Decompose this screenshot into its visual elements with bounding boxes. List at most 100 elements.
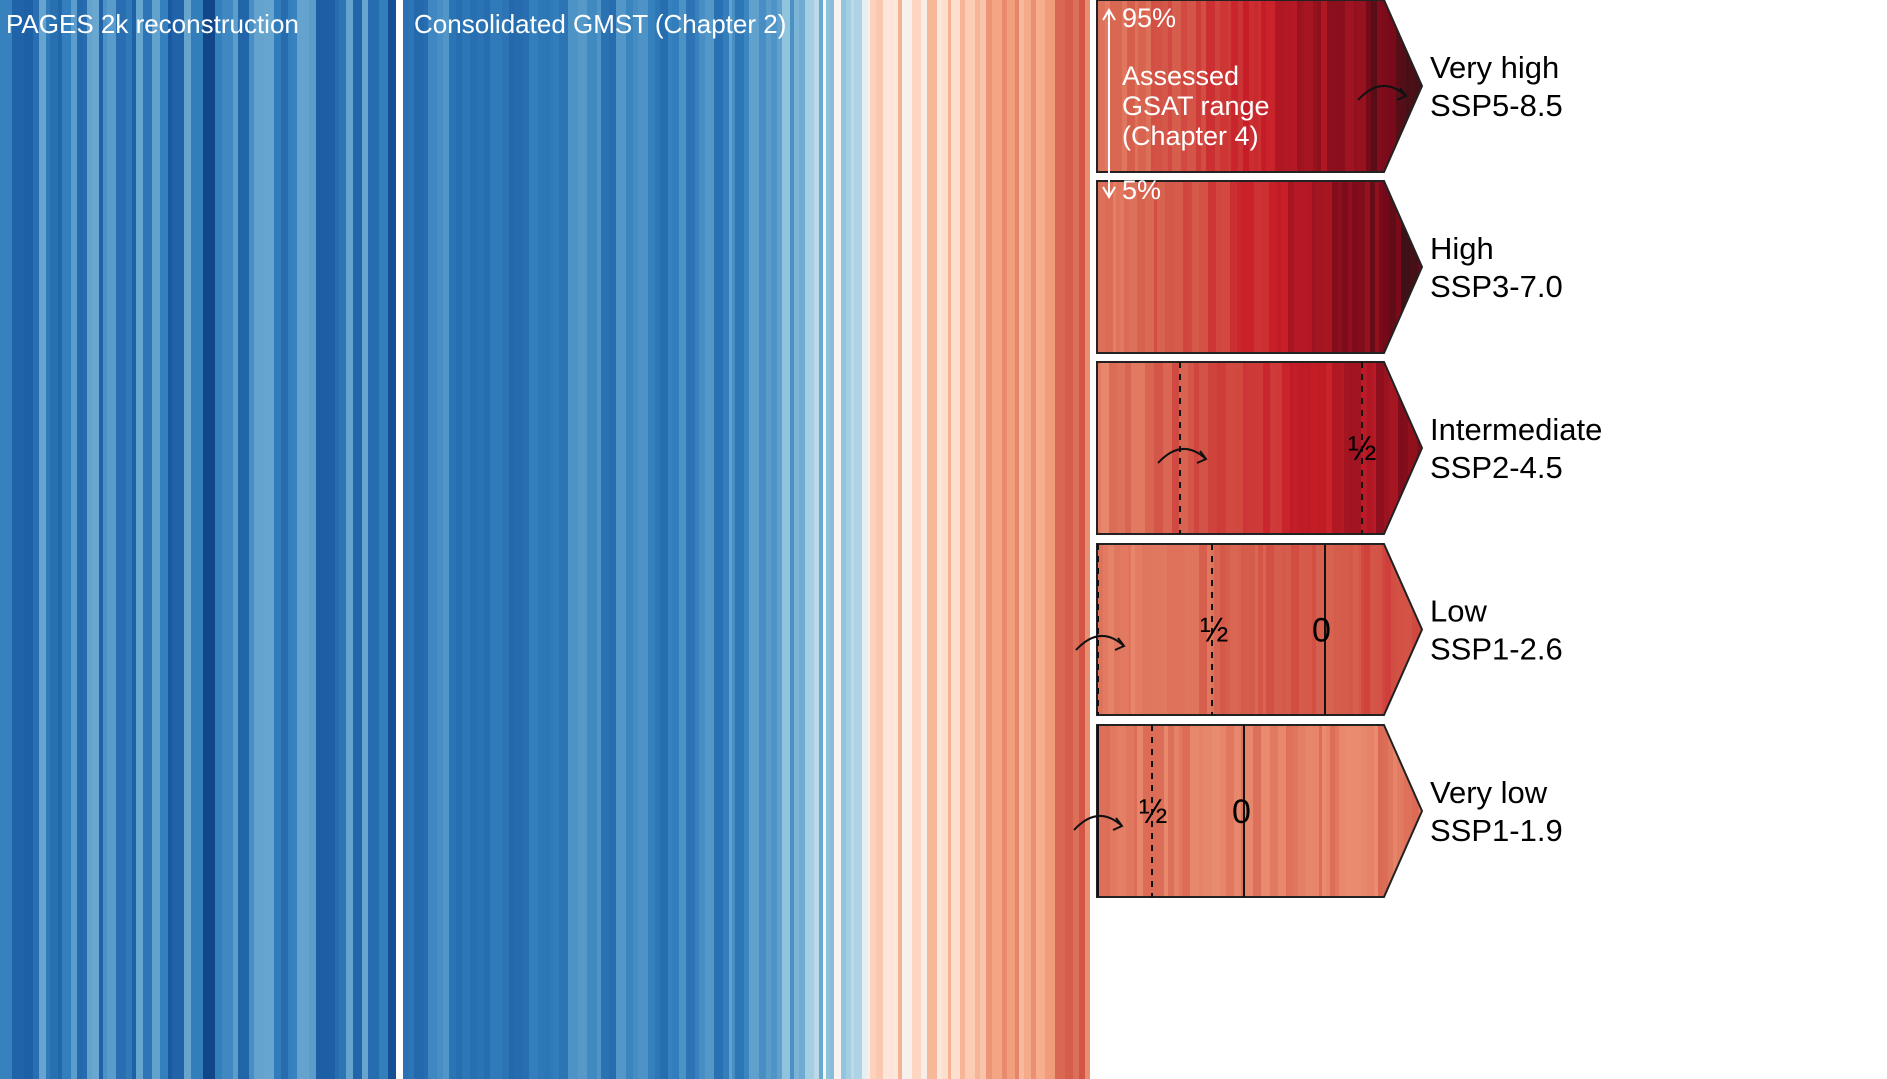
- stripe: [1241, 725, 1245, 897]
- stripe-64: [823, 0, 827, 1079]
- stripe: [1235, 362, 1244, 534]
- stripe: [1199, 544, 1208, 715]
- stripe: [1382, 181, 1390, 353]
- stripe: [1335, 725, 1340, 897]
- stripe-47: [723, 0, 730, 1079]
- stripe: [1116, 0, 1123, 172]
- stripe: [1172, 362, 1180, 534]
- stripe: [1151, 544, 1158, 715]
- stripe: [1312, 544, 1317, 715]
- stripe: [1131, 362, 1140, 534]
- stripe-44: [335, 0, 340, 1079]
- stripe: [1174, 725, 1180, 897]
- stripe-13: [490, 0, 494, 1079]
- stripe: [1199, 181, 1209, 353]
- stripe-95: [1007, 0, 1016, 1079]
- stripe: [1322, 725, 1327, 897]
- stripe: [1165, 181, 1172, 353]
- stripe-14: [493, 0, 503, 1079]
- stripe: [1266, 0, 1276, 172]
- stripe-4: [428, 0, 438, 1079]
- stripe: [1398, 362, 1406, 534]
- stripe: [1388, 0, 1397, 172]
- stripe-33: [630, 0, 634, 1079]
- scenario-level-label: Very low: [1430, 775, 1548, 810]
- stripe: [1290, 362, 1294, 534]
- stripe: [1220, 544, 1226, 715]
- stripe: [1105, 181, 1114, 353]
- stripe: [1172, 0, 1182, 172]
- stripe: [1312, 725, 1320, 897]
- stripe-94: [1002, 0, 1008, 1079]
- stripe: [1196, 0, 1202, 172]
- stripe: [1215, 0, 1221, 172]
- stripe-60: [799, 0, 806, 1079]
- stripe: [1416, 544, 1422, 715]
- stripe: [1122, 0, 1128, 172]
- stripe: [1214, 544, 1221, 715]
- stripe: [1258, 0, 1262, 172]
- stripe: [1349, 362, 1353, 534]
- stripe-87: [951, 0, 961, 1079]
- stripe-37: [281, 0, 289, 1079]
- scenario-outline: [1096, 361, 1424, 535]
- stripe: [1263, 362, 1271, 534]
- stripe: [1249, 0, 1255, 172]
- marker-label: ½: [1200, 612, 1228, 650]
- stripe-97: [1019, 0, 1025, 1079]
- stripe: [1110, 725, 1118, 897]
- stripe: [1258, 544, 1264, 715]
- stripe-52: [749, 0, 760, 1079]
- stripe-35: [638, 0, 649, 1079]
- stripe: [1120, 544, 1129, 715]
- curved-arrow-icon: [1073, 815, 1123, 831]
- marker-label: 0: [1232, 793, 1251, 831]
- stripe: [1367, 362, 1374, 534]
- stripe: [1382, 544, 1386, 715]
- scenario-stripes: [1097, 362, 1422, 534]
- stripe-80: [902, 0, 913, 1079]
- stripe: [1376, 362, 1385, 534]
- stripe: [1366, 0, 1372, 172]
- stripe: [1253, 725, 1262, 897]
- stripe: [1182, 725, 1191, 897]
- stripe: [1164, 725, 1169, 897]
- stripe-24: [559, 0, 569, 1079]
- scenario-stripes: [1097, 725, 1422, 897]
- stripe: [1312, 181, 1316, 353]
- stripe: [1179, 725, 1183, 897]
- stripe: [1298, 725, 1307, 897]
- stripe: [1346, 725, 1355, 897]
- stripe-93: [992, 0, 1003, 1079]
- stripe: [1270, 362, 1278, 534]
- stripe-75: [876, 0, 884, 1079]
- stripe: [1361, 362, 1368, 534]
- stripe: [1326, 362, 1333, 534]
- stripe: [1135, 0, 1139, 172]
- stripe: [1396, 0, 1402, 172]
- stripe: [1171, 181, 1175, 353]
- stripe-35: [264, 0, 275, 1079]
- stripe: [1324, 181, 1333, 353]
- stripe: [1274, 544, 1283, 715]
- stripe: [1255, 544, 1259, 715]
- stripe: [1212, 725, 1221, 897]
- stripe: [1243, 0, 1250, 172]
- stripe: [1168, 0, 1173, 172]
- stripe: [1319, 725, 1323, 897]
- stripe-8: [62, 0, 72, 1079]
- down-arrow-icon: [1102, 186, 1116, 199]
- stripe: [1304, 0, 1314, 172]
- stripe: [1105, 0, 1111, 172]
- stripe-18: [126, 0, 133, 1079]
- stripe: [1345, 0, 1355, 172]
- stripe-3: [424, 0, 429, 1079]
- stripe-45: [705, 0, 715, 1079]
- stripe: [1374, 725, 1379, 897]
- stripe: [1208, 362, 1218, 534]
- stripe-91: [980, 0, 987, 1079]
- stripe-3: [33, 0, 40, 1079]
- stripe: [1145, 181, 1150, 353]
